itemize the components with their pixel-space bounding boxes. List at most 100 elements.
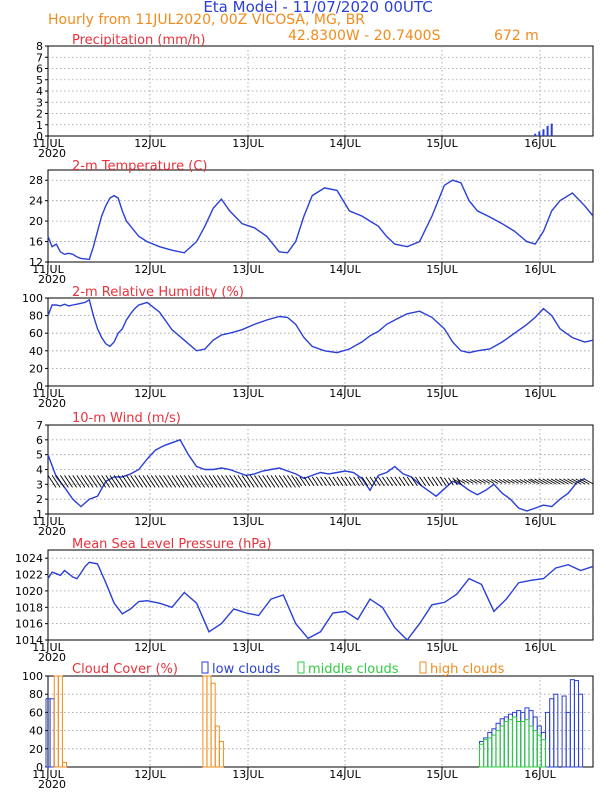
wind-arrow (456, 477, 462, 486)
legend-swatch-middle (297, 661, 305, 674)
cloud-bar-middle (520, 721, 526, 768)
wind-arrow (245, 475, 255, 488)
cloud-bar-high (53, 675, 59, 768)
wind-arrow (559, 478, 569, 485)
cloud-bar-low (524, 707, 530, 768)
precip-xtick-label: 12JUL (134, 137, 166, 150)
rh-ytick-label: 20 (29, 362, 43, 375)
temp-title: 2-m Temperature (C) (72, 159, 207, 174)
precip-bar (534, 133, 537, 136)
cloud-bar-middle (516, 721, 522, 768)
mslp-title: Mean Sea Level Pressure (hPa) (72, 537, 272, 552)
cloud-bar-middle (524, 719, 530, 768)
cloud-ytick-label: 0 (36, 761, 43, 774)
wind-arrow (229, 475, 239, 488)
wind-arrow (332, 476, 340, 487)
wind-arrow (435, 476, 443, 487)
wind-arrow (146, 475, 156, 488)
wind-arrow (542, 478, 552, 485)
temp-xtick-label: 13JUL (232, 263, 264, 276)
wind-arrow (439, 476, 447, 487)
precip-ytick-label: 1 (36, 119, 43, 132)
wind-arrow (423, 476, 431, 487)
wind-series-line (47, 438, 586, 512)
wind-arrow (349, 476, 356, 487)
wind-ytick-label: 2 (36, 493, 43, 506)
wind-arrow (183, 475, 193, 488)
wind-arrow (196, 475, 206, 488)
precip-bar (550, 123, 553, 136)
wind-arrow (546, 478, 557, 485)
wind-arrow (154, 475, 164, 488)
wind-arrow (515, 478, 524, 484)
mslp-year-label: 2020 (38, 651, 66, 664)
wind-arrow (270, 475, 280, 488)
wind-arrow (216, 475, 226, 488)
wind-arrow (486, 478, 495, 484)
mslp-ytick-label: 1016 (15, 618, 43, 631)
wind-arrow (258, 475, 267, 488)
cloud-bar-low (532, 716, 538, 768)
wind-arrow (369, 476, 377, 487)
wind-arrow (538, 478, 548, 485)
mslp-xtick-label: 12JUL (134, 641, 166, 654)
cloud-bar-low (578, 693, 584, 768)
cloud-bar-low (520, 711, 526, 768)
wind-arrow (377, 476, 385, 487)
cloud-bar-high (206, 675, 212, 768)
wind-arrow (208, 475, 218, 488)
cloud-bar-low (512, 711, 518, 768)
wind-arrow (204, 475, 214, 488)
wind-arrow (138, 475, 148, 488)
wind-arrow (482, 478, 490, 484)
wind-arrow (159, 475, 168, 488)
rh-ytick-label: 40 (29, 345, 43, 358)
wind-arrow (167, 475, 177, 488)
rh-xtick-label: 12JUL (134, 387, 166, 400)
rh-xtick-label: 13JUL (232, 387, 264, 400)
cloud-xtick-label: 16JUL (524, 768, 556, 781)
cloud-bar-low (540, 731, 546, 768)
wind-arrow (382, 476, 389, 487)
wind-arrow (419, 476, 426, 487)
cloud-bar-middle (483, 739, 489, 768)
precip-ytick-label: 4 (36, 85, 43, 98)
wind-arrow (457, 478, 466, 484)
mslp-ytick-label: 1014 (15, 634, 43, 647)
precip-ytick-label: 2 (36, 108, 43, 121)
mslp-series-line (47, 561, 594, 642)
wind-arrow (121, 475, 131, 488)
temp-xtick-label: 16JUL (524, 263, 556, 276)
precip-bar (542, 129, 545, 136)
wind-arrow (394, 476, 402, 487)
wind-arrow (550, 478, 561, 485)
wind-arrow (188, 475, 197, 488)
wind-arrow (76, 475, 86, 488)
wind-arrow (72, 475, 82, 488)
wind-arrow (503, 478, 511, 484)
wind-arrow (171, 475, 181, 488)
chart-header-subtitle: Hourly from 11JUL2020, 00Z VICOSA, MG, B… (48, 12, 366, 28)
rh-ytick-label: 100 (22, 292, 43, 305)
wind-arrow (130, 475, 139, 488)
cloud-bar-high (210, 682, 216, 768)
wind-arrow (324, 476, 332, 487)
temp-frame (47, 169, 594, 263)
cloud-bar-low (528, 710, 534, 768)
cloud-xtick-label: 15JUL (426, 768, 458, 781)
wind-arrow (315, 476, 323, 487)
cloud-bar-low (516, 710, 522, 768)
precip-bar (538, 131, 541, 136)
cloud-bar-low (483, 737, 489, 768)
wind-title: 10-m Wind (m/s) (72, 411, 181, 426)
wind-arrow (583, 478, 594, 485)
wind-xtick-label: 12JUL (134, 515, 166, 528)
precip-ytick-label: 6 (36, 63, 43, 76)
cloud-xtick-label: 11JUL (32, 768, 64, 781)
precip-ytick-label: 7 (36, 51, 43, 64)
wind-arrow (519, 478, 528, 484)
mslp-ytick-label: 1018 (15, 601, 43, 614)
temp-xtick-label: 11JUL (32, 263, 64, 276)
wind-arrow (431, 476, 439, 487)
